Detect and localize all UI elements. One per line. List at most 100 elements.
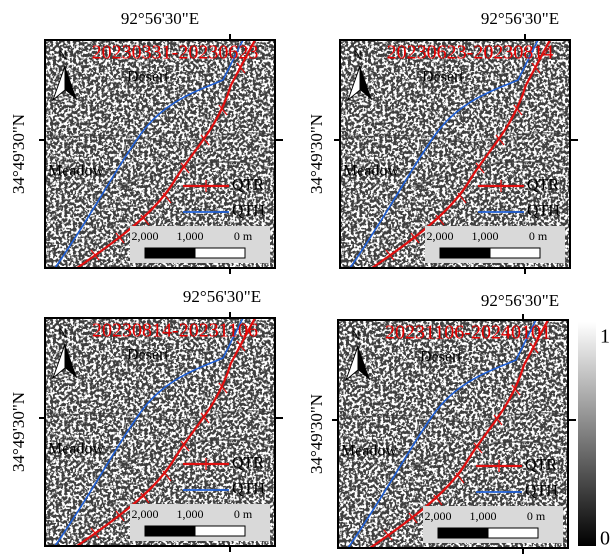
- latitude-label: 34°49'30"N: [9, 392, 28, 472]
- qtr-road: [76, 40, 256, 268]
- qtr-tick: [162, 192, 172, 204]
- qtr-tick: [162, 470, 172, 482]
- scale-label: 1,000: [472, 229, 499, 243]
- scale-label: 1,000: [177, 507, 204, 521]
- map-panel: N 20231106-20240101 Desert Meadow QTR QTH 2,00…: [337, 319, 569, 549]
- crack-line: [338, 411, 568, 424]
- qtr-tick: [218, 104, 228, 116]
- scale-label: 2,000: [427, 229, 454, 243]
- legend-qtr: QTR: [527, 177, 559, 194]
- scale-label: 0 m: [234, 507, 253, 521]
- qtr-tick: [115, 232, 125, 244]
- scale-bar: [487, 527, 539, 539]
- legend-qth: QTH: [527, 203, 560, 220]
- legend-qtr: QTR: [525, 457, 557, 474]
- longitude-label: 92°56'30"E: [481, 291, 559, 310]
- crack-line: [397, 440, 568, 471]
- scale-label: 0 m: [234, 229, 253, 243]
- colorbar-min: 0: [600, 528, 610, 550]
- qtr-road: [76, 318, 256, 546]
- meadow-label: Meadow: [341, 443, 397, 460]
- map-panel: N 20230331-20230623 Desert Meadow QTR QTH 2,00…: [44, 39, 276, 269]
- qth-road: [349, 40, 539, 268]
- qtr-tick: [529, 342, 539, 354]
- map-frame: [44, 39, 276, 269]
- north-arrow: [358, 346, 370, 380]
- desert-label: Desert: [127, 347, 169, 364]
- panel-title: 20230623-20230814: [387, 42, 554, 64]
- north-label: N: [59, 48, 68, 62]
- qtr-tick: [493, 414, 503, 426]
- qtr-tick: [435, 214, 445, 226]
- map-panel: N 20230623-20230814 Desert Meadow QTR QTH 2,00…: [339, 39, 571, 269]
- qtr-tick: [473, 442, 483, 454]
- qtr-road: [371, 40, 551, 268]
- qtr-tick: [90, 249, 100, 261]
- crack-line: [340, 131, 570, 144]
- qth-road: [347, 320, 537, 548]
- qtr-tick: [236, 62, 246, 74]
- scale-bar: [489, 247, 541, 259]
- north-label: N: [59, 326, 68, 340]
- qth-road: [54, 318, 244, 546]
- north-label: N: [352, 328, 361, 342]
- map-frame: [339, 39, 571, 269]
- desert-label: Desert: [422, 69, 464, 86]
- crack-line: [399, 160, 570, 191]
- qtr-tick: [455, 472, 465, 484]
- north-arrow: [65, 344, 77, 378]
- scale-label: 2,000: [425, 509, 452, 523]
- latitude-label: 34°49'30"N: [307, 114, 326, 194]
- map-panel: N 20230814-20231106 Desert Meadow QTR QTH 2,00…: [44, 317, 276, 547]
- scale-bar: [194, 525, 246, 537]
- colorbar: [578, 322, 596, 546]
- qtr-tick: [383, 529, 393, 541]
- scale-bar: [437, 527, 489, 539]
- map-frame: [44, 317, 276, 547]
- scale-label: 0 m: [527, 509, 546, 523]
- crack-line: [104, 438, 275, 469]
- scale-label: 1,000: [177, 229, 204, 243]
- panel-title: 20231106-20240101: [385, 322, 551, 344]
- longitude-label: 92°56'30"E: [481, 9, 559, 28]
- scale-label: 2,000: [132, 229, 159, 243]
- qtr-tick: [140, 214, 150, 226]
- qtr-tick: [236, 340, 246, 352]
- north-arrow: [360, 66, 372, 100]
- qtr-tick: [200, 412, 210, 424]
- latitude-label: 34°49'30"N: [307, 394, 326, 474]
- qtr-tick: [408, 512, 418, 524]
- legend-qth: QTH: [232, 203, 265, 220]
- meadow-label: Meadow: [48, 163, 104, 180]
- longitude-label: 92°56'30"E: [121, 9, 199, 28]
- crack-line: [104, 160, 275, 191]
- north-arrow: [65, 66, 77, 100]
- crack-line: [45, 131, 275, 144]
- qtr-tick: [457, 192, 467, 204]
- longitude-label: 92°56'30"E: [183, 287, 261, 306]
- qtr-tick: [513, 104, 523, 116]
- panel-title: 20230814-20231106: [92, 320, 258, 342]
- qtr-tick: [433, 494, 443, 506]
- scale-label: 2,000: [132, 507, 159, 521]
- meadow-label: Meadow: [343, 163, 399, 180]
- qtr-tick: [140, 492, 150, 504]
- qtr-tick: [511, 384, 521, 396]
- qtr-tick: [495, 134, 505, 146]
- qtr-tick: [115, 510, 125, 522]
- qtr-tick: [180, 162, 190, 174]
- qth-road: [54, 40, 244, 268]
- colorbar-max: 1: [600, 326, 610, 348]
- north-label: N: [354, 48, 363, 62]
- desert-label: Desert: [127, 69, 169, 86]
- scale-bar: [144, 247, 196, 259]
- scale-label: 0 m: [529, 229, 548, 243]
- legend-qtr: QTR: [232, 177, 264, 194]
- meadow-label: Meadow: [48, 441, 104, 458]
- qtr-tick: [180, 440, 190, 452]
- scale-bar: [439, 247, 491, 259]
- qtr-tick: [475, 162, 485, 174]
- panel-title: 20230331-20230623: [92, 42, 259, 64]
- scale-label: 1,000: [470, 509, 497, 523]
